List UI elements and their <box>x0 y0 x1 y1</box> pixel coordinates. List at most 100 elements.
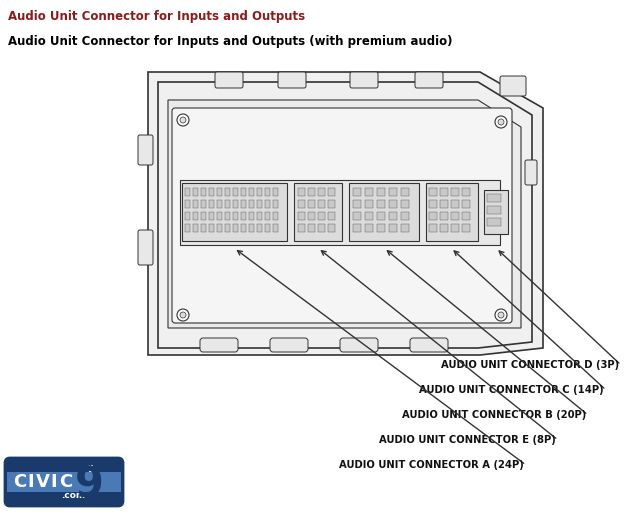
Bar <box>487 194 501 202</box>
Bar <box>209 224 214 232</box>
Bar <box>193 200 198 208</box>
Bar <box>265 224 270 232</box>
Bar <box>185 188 190 196</box>
Bar <box>265 200 270 208</box>
Bar <box>233 224 238 232</box>
Bar <box>318 200 325 208</box>
Text: I: I <box>27 473 33 491</box>
Bar <box>429 200 437 208</box>
Bar <box>217 212 222 220</box>
Bar <box>241 224 246 232</box>
Bar <box>440 188 448 196</box>
FancyBboxPatch shape <box>500 76 526 96</box>
Bar <box>298 200 305 208</box>
Bar <box>209 212 214 220</box>
Bar <box>201 224 206 232</box>
Bar <box>451 188 459 196</box>
Bar <box>318 188 325 196</box>
Bar <box>401 212 409 220</box>
Bar <box>365 200 373 208</box>
Bar <box>185 224 190 232</box>
FancyBboxPatch shape <box>426 183 478 241</box>
Bar <box>353 200 361 208</box>
Polygon shape <box>158 82 532 348</box>
FancyBboxPatch shape <box>415 72 443 88</box>
Text: I: I <box>50 473 56 491</box>
Bar <box>233 212 238 220</box>
Text: AUDIO UNIT CONNECTOR C (14P): AUDIO UNIT CONNECTOR C (14P) <box>419 385 604 395</box>
Bar <box>440 224 448 232</box>
Text: .com: .com <box>61 492 85 500</box>
Bar <box>377 224 385 232</box>
Bar <box>185 212 190 220</box>
FancyBboxPatch shape <box>200 338 238 352</box>
Bar <box>451 224 459 232</box>
Bar <box>273 200 278 208</box>
Bar <box>257 200 262 208</box>
Bar <box>401 224 409 232</box>
Bar <box>249 224 254 232</box>
Bar <box>429 212 437 220</box>
FancyBboxPatch shape <box>294 183 342 241</box>
FancyBboxPatch shape <box>138 230 153 265</box>
Circle shape <box>498 312 504 318</box>
FancyBboxPatch shape <box>350 72 378 88</box>
Bar <box>365 224 373 232</box>
Bar <box>462 212 470 220</box>
FancyBboxPatch shape <box>215 72 243 88</box>
Bar <box>353 188 361 196</box>
Text: AUDIO UNIT CONNECTOR D (3P): AUDIO UNIT CONNECTOR D (3P) <box>441 360 619 370</box>
Bar <box>440 200 448 208</box>
Bar <box>7 472 121 492</box>
Text: C: C <box>59 473 72 491</box>
Text: Audio Unit Connector for Inputs and Outputs (with premium audio): Audio Unit Connector for Inputs and Outp… <box>8 35 453 48</box>
Bar <box>273 224 278 232</box>
Bar <box>225 224 230 232</box>
Bar <box>257 224 262 232</box>
Bar <box>217 188 222 196</box>
Bar <box>318 224 325 232</box>
Bar <box>201 212 206 220</box>
FancyBboxPatch shape <box>180 180 500 245</box>
Bar <box>193 212 198 220</box>
Bar <box>429 224 437 232</box>
Bar <box>377 188 385 196</box>
Bar <box>328 200 335 208</box>
Circle shape <box>498 119 504 125</box>
Bar <box>265 188 270 196</box>
Bar <box>462 224 470 232</box>
Bar <box>257 188 262 196</box>
Bar <box>273 188 278 196</box>
Bar <box>389 212 397 220</box>
Bar <box>233 200 238 208</box>
Bar <box>365 212 373 220</box>
Bar <box>440 212 448 220</box>
Bar <box>273 212 278 220</box>
Bar <box>233 188 238 196</box>
Bar <box>193 224 198 232</box>
FancyBboxPatch shape <box>349 183 419 241</box>
Bar <box>401 188 409 196</box>
Bar <box>249 188 254 196</box>
FancyBboxPatch shape <box>525 160 537 185</box>
FancyBboxPatch shape <box>270 338 308 352</box>
Circle shape <box>180 117 186 123</box>
Bar <box>451 212 459 220</box>
Bar <box>201 200 206 208</box>
Bar <box>308 188 315 196</box>
Text: Audio Unit Connector for Inputs and Outputs: Audio Unit Connector for Inputs and Outp… <box>8 10 305 23</box>
Bar <box>298 188 305 196</box>
FancyBboxPatch shape <box>340 338 378 352</box>
Text: V: V <box>36 473 50 491</box>
FancyBboxPatch shape <box>138 135 153 165</box>
Bar <box>377 200 385 208</box>
Polygon shape <box>148 72 543 355</box>
Bar <box>298 224 305 232</box>
Bar <box>401 200 409 208</box>
Bar <box>389 200 397 208</box>
Bar <box>265 212 270 220</box>
Bar <box>217 200 222 208</box>
FancyBboxPatch shape <box>182 183 287 241</box>
FancyBboxPatch shape <box>410 338 448 352</box>
Bar <box>209 188 214 196</box>
